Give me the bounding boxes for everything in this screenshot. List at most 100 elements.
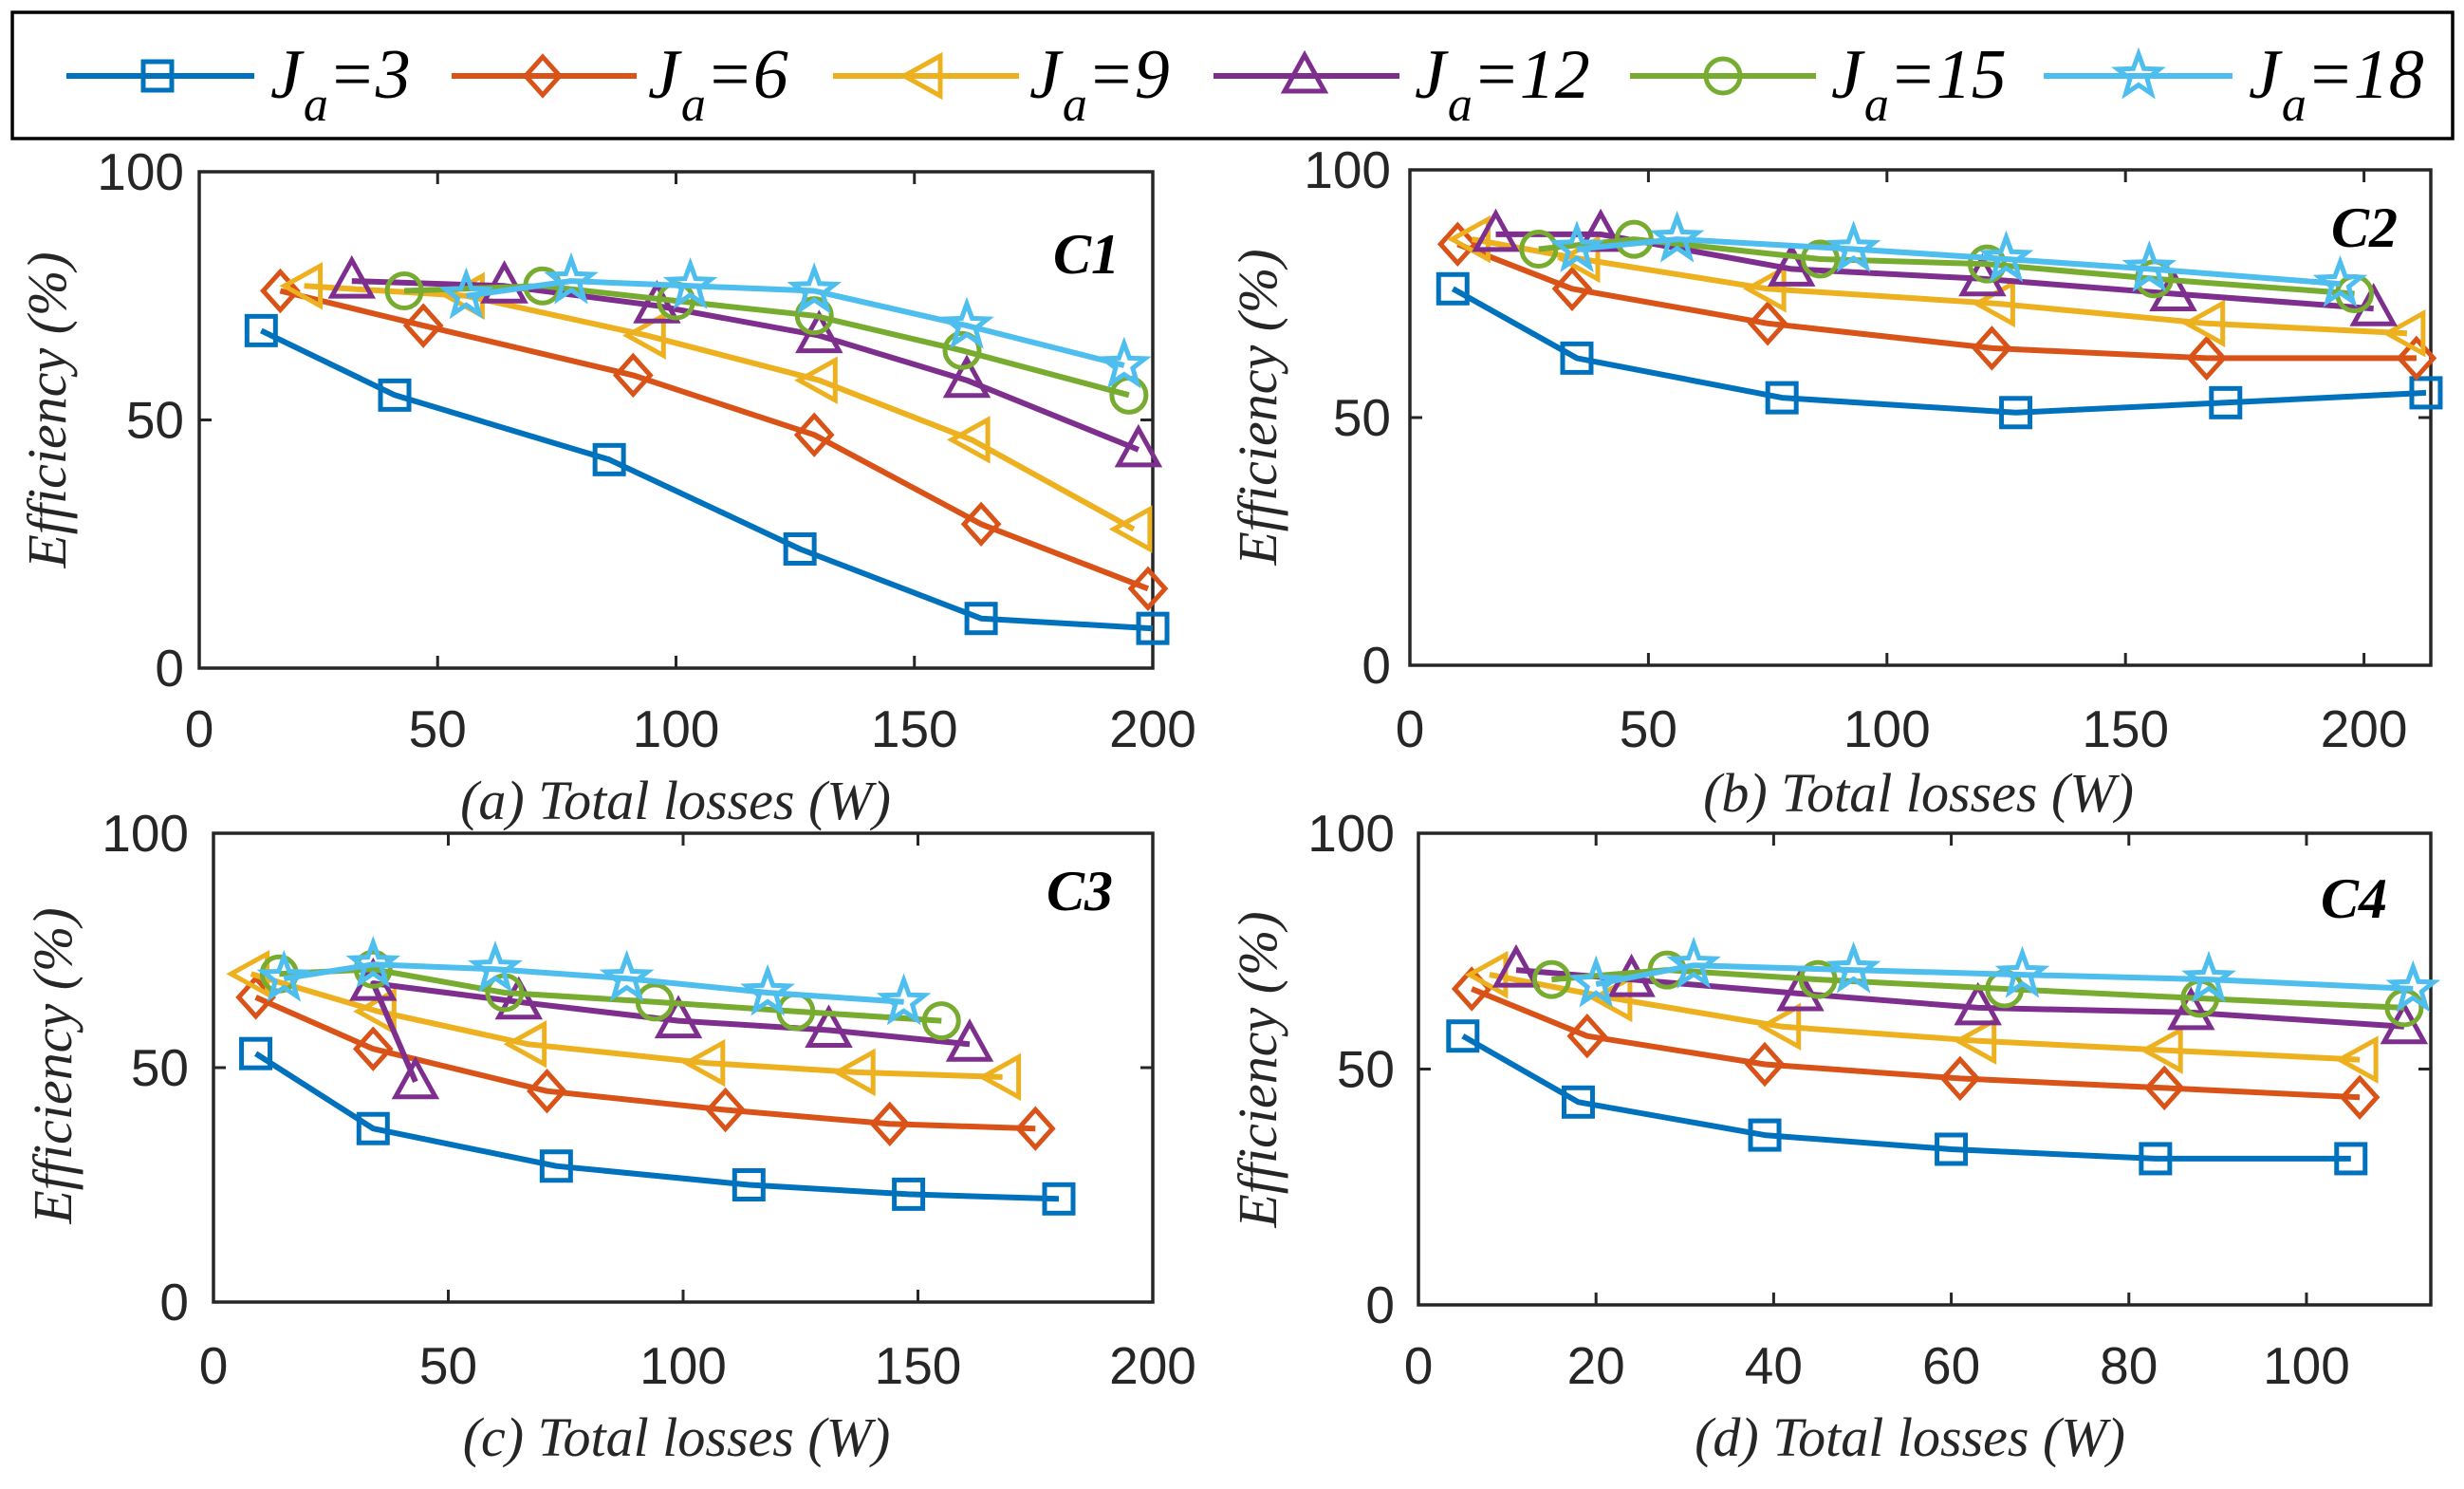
series-ja15-point	[942, 330, 982, 370]
series-ja18-line	[1576, 236, 2341, 288]
series-ja6-line	[279, 288, 1150, 592]
series-ja12-point	[1767, 243, 1816, 287]
legend-entry-ja6: Ja=6	[452, 36, 788, 132]
x-tick-label: 0	[185, 699, 214, 758]
legend-label: Ja=15	[1831, 36, 2007, 132]
series-ja18-point	[2312, 254, 2368, 307]
legend-entry-ja18: Ja=18	[2044, 36, 2424, 132]
legend-label: Ja=3	[270, 36, 411, 132]
series-ja18-point	[438, 267, 494, 320]
series-ja18-point	[740, 963, 795, 1016]
y-tick-label: 100	[1307, 804, 1395, 863]
series-ja9-point	[2140, 1026, 2183, 1074]
subplot-title: C4	[2321, 867, 2387, 930]
y-tick-label: 0	[1365, 1275, 1395, 1334]
series-ja12-point	[942, 354, 991, 399]
x-axis-label: (c) Total losses (W)	[463, 1406, 891, 1468]
legend-marker	[522, 53, 564, 99]
series-ja12-point	[1491, 943, 1541, 988]
series-ja18-point	[2181, 950, 2236, 1003]
series-ja15-point	[1798, 959, 1838, 999]
series-ja18-point	[1825, 940, 1881, 994]
series-ja6-point	[1939, 1055, 1981, 1102]
y-tick-label: 50	[1337, 1040, 1395, 1099]
series-ja6-point	[1972, 326, 2012, 371]
series-ja3-point	[1560, 341, 1594, 375]
series-ja6-point	[705, 1087, 746, 1133]
subplot-c: 0 50 100 150 200 0 50 100 C3 (c) Total losses (W)…	[22, 804, 1196, 1468]
series-ja9-point	[1464, 950, 1509, 999]
series-ja3-point	[732, 1168, 766, 1201]
subplot-title: C3	[1047, 860, 1113, 922]
series-ja9-point	[503, 1020, 547, 1069]
y-axis-label: Efficiency (%)	[1227, 911, 1288, 1228]
series-ja18-point	[599, 949, 655, 1002]
series-ja6-point	[793, 412, 835, 457]
series-ja15-point	[635, 982, 675, 1022]
series-ja12-point	[805, 1004, 853, 1048]
series-ja18-point	[1097, 336, 1152, 389]
series-ja3-point	[2139, 1142, 2173, 1176]
series-ja6-line	[1456, 241, 2417, 362]
x-tick-label: 50	[419, 1336, 477, 1395]
series-ja9-point	[353, 987, 397, 1035]
series-ja3-point	[239, 1036, 273, 1070]
x-tick-label: 100	[633, 699, 720, 758]
series-ja3-line	[259, 327, 1154, 632]
series-ja12-point	[945, 1018, 994, 1062]
series-ja3-point	[378, 378, 412, 412]
series-ja18-point	[544, 251, 599, 305]
series-ja6-point	[2396, 335, 2437, 382]
subplot-title: C2	[2331, 196, 2398, 259]
x-tick-label: 80	[2100, 1336, 2158, 1395]
series-ja3-point	[1136, 611, 1170, 645]
legend-entry-ja9: Ja=9	[833, 36, 1170, 132]
x-axis-label: (a) Total losses (W)	[460, 770, 891, 831]
series-ja9	[226, 949, 1022, 1102]
legend-label: Ja=9	[1029, 36, 1170, 132]
series-ja9-point	[794, 356, 838, 404]
series-ja18	[438, 251, 1152, 389]
series-ja18-point	[256, 949, 312, 1002]
x-tick-label: 150	[871, 699, 958, 758]
y-tick-label: 0	[1362, 636, 1391, 695]
series-ja9-line	[250, 971, 1003, 1080]
series-ja18-point	[2385, 959, 2441, 1013]
series-ja9-point	[1953, 1016, 1997, 1065]
series-ja18-line	[283, 961, 904, 1005]
legend-label-symbol: J	[1831, 36, 1865, 114]
legend: Ja=3 Ja=6 Ja=9 Ja=12 Ja=15 Ja=18	[10, 10, 2455, 140]
series-ja9-point	[1742, 265, 1787, 313]
series-ja6-point	[1566, 1013, 1608, 1059]
series-ja3-point	[356, 1111, 390, 1145]
y-tick-label: 50	[131, 1038, 189, 1097]
legend-entry-ja15: Ja=15	[1630, 36, 2007, 132]
legend-label-symbol: J	[1415, 36, 1449, 114]
y-axis-label: Efficiency (%)	[16, 251, 78, 568]
legend-label-value: =18	[2307, 36, 2424, 114]
series-ja12	[327, 254, 1163, 468]
series-ja6-point	[612, 352, 654, 399]
x-tick-label: 100	[1843, 699, 1931, 758]
legend-label-symbol: J	[2249, 36, 2283, 114]
series-ja3-line	[1461, 1033, 2351, 1162]
series-ja9-point	[1588, 974, 1633, 1023]
series-ja9-point	[2381, 309, 2426, 358]
series-ja18-point	[345, 936, 401, 988]
series-ja12-point	[1114, 423, 1163, 468]
series-ja3-line	[253, 1051, 1060, 1202]
series-ja9-point	[1757, 1002, 1802, 1052]
x-tick-label: 60	[1922, 1336, 1980, 1395]
x-tick-label: 0	[199, 1336, 229, 1395]
series-ja3-point	[2209, 385, 2243, 419]
legend-label-subscript: a	[304, 78, 328, 132]
series-ja15-point	[1800, 239, 1840, 279]
subplot-title: C1	[1053, 223, 1120, 286]
series-ja12-point	[633, 280, 681, 324]
legend-label-symbol: J	[648, 36, 682, 114]
x-tick-label: 150	[875, 1336, 962, 1395]
axes-box	[197, 170, 1155, 670]
series-ja3	[244, 313, 1170, 645]
y-tick-label: 100	[1304, 140, 1391, 199]
series-ja12-line	[1495, 231, 2374, 312]
